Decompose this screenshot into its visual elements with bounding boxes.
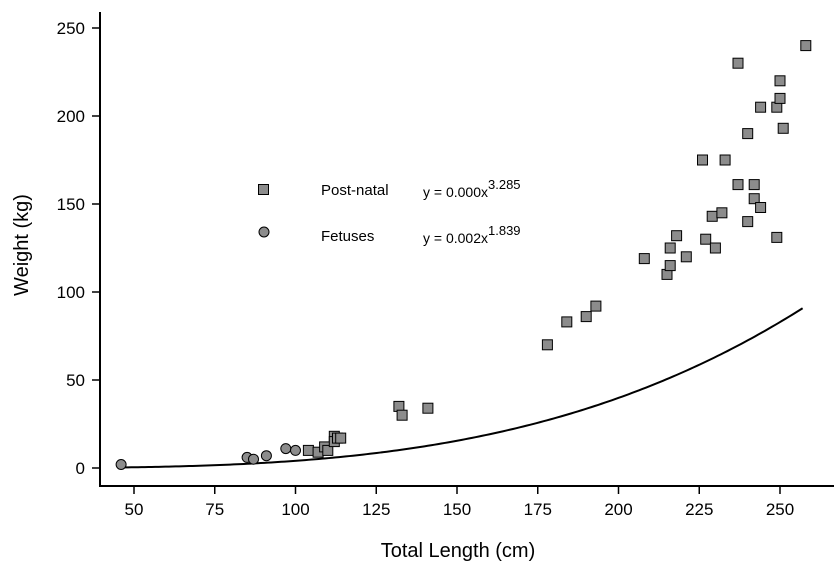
fetus-point: [260, 450, 272, 462]
post-natal-point: [697, 154, 708, 166]
post-natal-point: [742, 128, 754, 140]
post-natal-point: [322, 444, 334, 456]
fetus-point: [248, 453, 259, 465]
post-natal-point: [664, 242, 676, 254]
legend-square-marker: [258, 184, 269, 195]
equation-post-natal: y = 0.000x3.285: [423, 177, 521, 200]
x-tick-label: 150: [443, 500, 471, 519]
post-natal-point: [302, 444, 314, 456]
x-tick-label: 75: [205, 500, 224, 519]
post-natal-point: [396, 409, 408, 421]
legend-label-fetuses: Fetuses: [321, 228, 374, 245]
y-axis-title: Weight (kg): [11, 194, 33, 296]
data-points-layer: [115, 40, 812, 470]
y-axis-ticks: 0 50 100 150 200 250: [57, 19, 100, 478]
x-axis-ticks: 50 75 100 125 150 175 200 225 250: [125, 486, 794, 519]
post-natal-point: [732, 57, 744, 69]
y-tick-label: 50: [66, 371, 85, 390]
y-tick-label: 250: [57, 19, 85, 38]
fit-curve-layer: [121, 307, 804, 469]
post-natal-point: [777, 122, 789, 134]
post-natal-point: [719, 154, 731, 166]
x-tick-label: 225: [685, 500, 713, 519]
post-natal-point: [742, 216, 754, 228]
post-natal-point: [706, 210, 718, 222]
legend-circle-marker: [258, 226, 270, 238]
y-tick-label: 0: [76, 459, 85, 478]
legend: Post-natal y = 0.000x3.285 Fetuses y = 0…: [258, 177, 521, 246]
fetus-point: [280, 443, 292, 455]
x-tick-label: 125: [362, 500, 390, 519]
post-natal-point: [800, 40, 812, 52]
fetus-point: [290, 444, 301, 456]
equation-fetuses-base: y = 0.002x: [423, 230, 488, 246]
legend-label-post-natal: Post-natal: [321, 182, 389, 199]
y-tick-label: 200: [57, 107, 85, 126]
y-tick-label: 100: [57, 283, 85, 302]
post-natal-point: [732, 179, 744, 191]
x-tick-label: 100: [281, 500, 309, 519]
fetus-point: [115, 459, 127, 470]
post-natal-point: [700, 233, 712, 245]
post-natal-point: [771, 231, 783, 243]
x-tick-label: 50: [125, 500, 144, 519]
post-natal-point: [671, 230, 683, 242]
post-natal-point: [335, 432, 347, 444]
x-axis-title: Total Length (cm): [381, 540, 536, 562]
post-natal-point: [748, 193, 760, 205]
x-tick-label: 200: [604, 500, 632, 519]
x-tick-label: 175: [524, 500, 552, 519]
equation-post-natal-base: y = 0.000x: [423, 184, 488, 200]
post-natal-point: [748, 179, 760, 191]
equation-fetuses: y = 0.002x1.839: [423, 223, 521, 246]
equation-post-natal-exponent: 3.285: [488, 177, 521, 192]
post-natal-point: [774, 92, 786, 104]
post-natal-point: [590, 300, 602, 312]
post-natal-point: [716, 207, 728, 219]
post-natal-point: [709, 242, 721, 254]
post-natal-point: [664, 260, 676, 272]
post-natal-point: [680, 251, 692, 263]
post-natal-point: [561, 316, 573, 328]
y-tick-label: 150: [57, 195, 85, 214]
post-natal-point: [774, 75, 786, 87]
x-tick-label: 250: [766, 500, 794, 519]
fit-curve-line: [121, 307, 804, 469]
post-natal-point: [422, 402, 434, 414]
post-natal-point: [580, 311, 592, 323]
post-natal-point: [541, 339, 553, 351]
post-natal-point: [755, 101, 767, 113]
equation-fetuses-exponent: 1.839: [488, 223, 521, 238]
post-natal-point: [755, 202, 767, 213]
post-natal-point: [638, 253, 650, 265]
